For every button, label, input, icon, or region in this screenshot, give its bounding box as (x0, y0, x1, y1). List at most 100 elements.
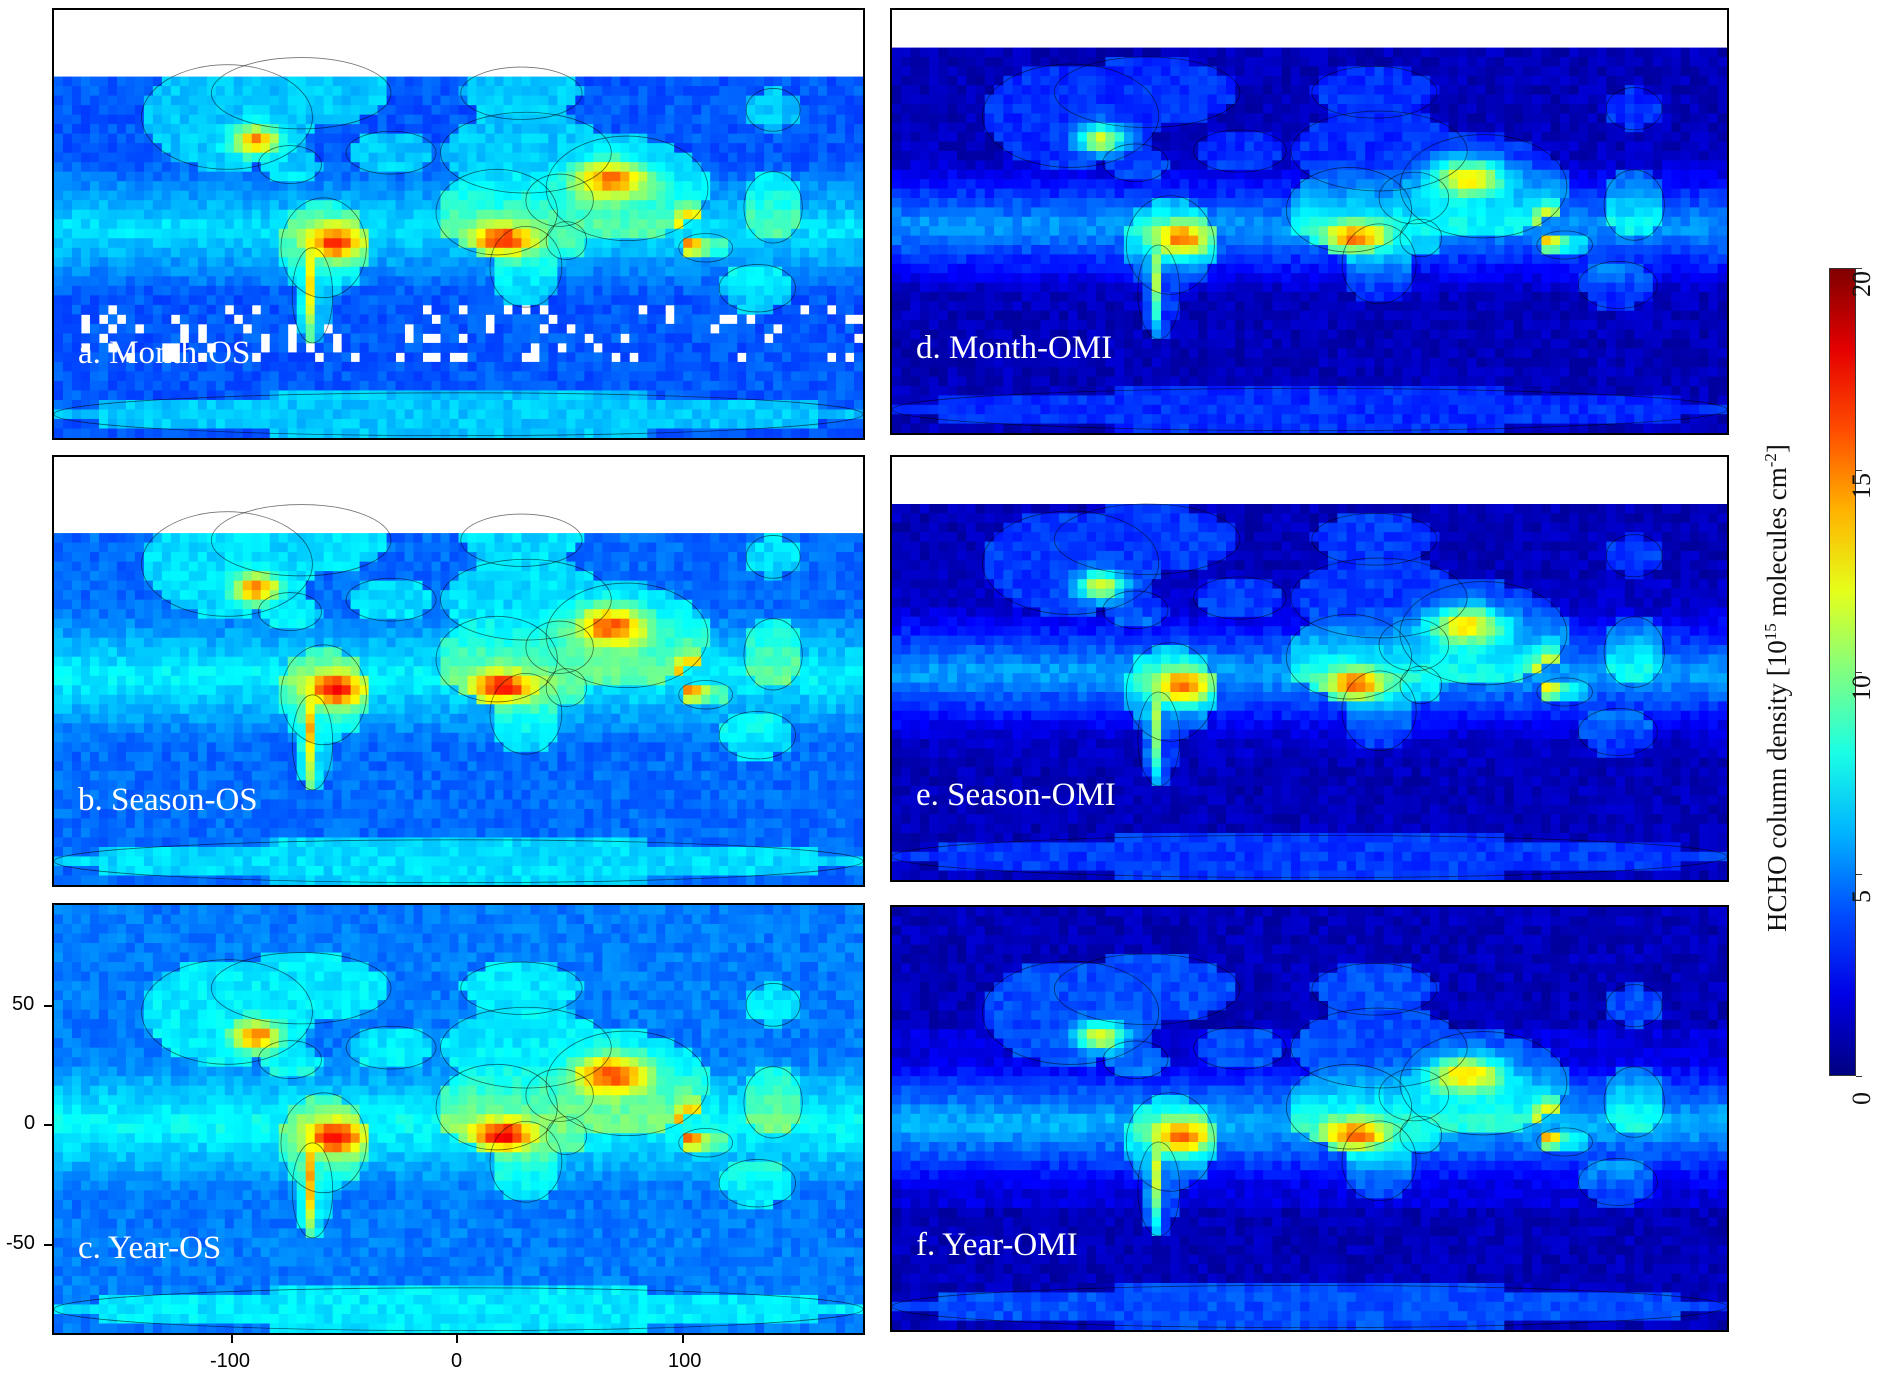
heatmap-cell (404, 200, 415, 211)
heatmap-cell (845, 694, 855, 705)
heatmap-cell (98, 656, 109, 667)
heatmap-cell (809, 561, 819, 572)
heatmap-cell (746, 685, 756, 696)
heatmap-cell (710, 76, 720, 87)
heatmap-cell (575, 181, 585, 192)
heatmap-cell (278, 276, 289, 287)
heatmap-cell (197, 105, 208, 116)
heatmap-cell (665, 200, 675, 211)
heatmap-cell (854, 542, 863, 553)
heatmap-cell (323, 628, 334, 639)
heatmap-cell (80, 276, 91, 287)
heatmap-cell (629, 409, 639, 420)
heatmap-cell (242, 618, 253, 629)
heatmap-cell (206, 428, 217, 438)
heatmap-cell (746, 409, 756, 420)
heatmap-cell (692, 333, 702, 344)
heatmap-cell (791, 656, 801, 667)
heatmap-cell (710, 228, 720, 239)
heatmap-cell (54, 390, 64, 401)
heatmap-cell (467, 171, 477, 182)
heatmap-cell (188, 342, 199, 353)
heatmap-cell (800, 86, 810, 97)
heatmap-cell (179, 152, 190, 163)
heatmap-cell (638, 418, 648, 429)
heatmap-cell (557, 590, 567, 601)
heatmap-cell (476, 247, 486, 258)
heatmap-cell (359, 418, 370, 429)
heatmap-cell (62, 133, 73, 144)
heatmap-cell (647, 152, 657, 163)
heatmap-cell (836, 380, 846, 391)
heatmap-cell (242, 390, 253, 401)
heatmap-cell (773, 171, 783, 182)
heatmap-cell (575, 304, 585, 315)
heatmap-cell (143, 181, 154, 192)
heatmap-cell (332, 247, 343, 258)
heatmap-cell (296, 637, 307, 648)
heatmap-cell (278, 323, 289, 334)
heatmap-cell (242, 86, 253, 97)
heatmap-cell (404, 561, 415, 572)
heatmap-cell (791, 599, 801, 610)
heatmap-cell (287, 609, 298, 620)
heatmap-cell (206, 552, 217, 563)
heatmap-cell (566, 647, 576, 658)
heatmap-cell (350, 361, 361, 372)
heatmap-cell (719, 247, 729, 258)
heatmap-cell (404, 266, 415, 277)
heatmap-cell (458, 637, 468, 648)
heatmap-cell (449, 647, 459, 658)
heatmap-cell (602, 295, 612, 306)
heatmap-cell (584, 371, 594, 382)
heatmap-cell (98, 590, 109, 601)
heatmap-cell (242, 114, 253, 125)
heatmap-cell (260, 162, 271, 173)
heatmap-cell (215, 618, 226, 629)
heatmap-cell (152, 143, 163, 154)
heatmap-cell (494, 675, 504, 686)
heatmap-cell (467, 599, 477, 610)
heatmap-cell (791, 580, 801, 591)
heatmap-cell (233, 200, 244, 211)
heatmap-cell (827, 380, 837, 391)
heatmap-cell (296, 561, 307, 572)
heatmap-cell (692, 323, 702, 334)
heatmap-cell (611, 390, 621, 401)
heatmap-cell (440, 399, 450, 410)
heatmap-cell (152, 628, 163, 639)
heatmap-cell (278, 675, 289, 686)
heatmap-cell (701, 571, 711, 582)
heatmap-cell (332, 694, 343, 705)
heatmap-cell (557, 114, 567, 125)
heatmap-cell (413, 314, 423, 325)
heatmap-cell (296, 666, 307, 677)
heatmap-cell (170, 609, 181, 620)
heatmap-cell (359, 105, 370, 116)
heatmap-cell (809, 228, 819, 239)
heatmap-cell (422, 285, 432, 296)
heatmap-cell (296, 266, 307, 277)
heatmap-cell (197, 647, 208, 658)
heatmap-cell (836, 609, 846, 620)
heatmap-cell (251, 647, 262, 658)
heatmap-cell (467, 114, 477, 125)
heatmap-cell (584, 361, 594, 372)
heatmap-cell (494, 371, 504, 382)
heatmap-cell (800, 105, 810, 116)
heatmap-cell (125, 266, 136, 277)
heatmap-cell (494, 399, 504, 410)
heatmap-cell (539, 200, 549, 211)
heatmap-cell (440, 647, 450, 658)
heatmap-cell (188, 685, 199, 696)
heatmap-cell (800, 295, 810, 306)
heatmap-cell (332, 571, 343, 582)
heatmap-cell (800, 694, 810, 705)
heatmap-cell (89, 124, 100, 135)
heatmap-cell (503, 609, 513, 620)
heatmap-cell (593, 675, 603, 686)
heatmap-cell (188, 295, 199, 306)
heatmap-cell (647, 333, 657, 344)
heatmap-cell (206, 390, 217, 401)
heatmap-cell (809, 295, 819, 306)
